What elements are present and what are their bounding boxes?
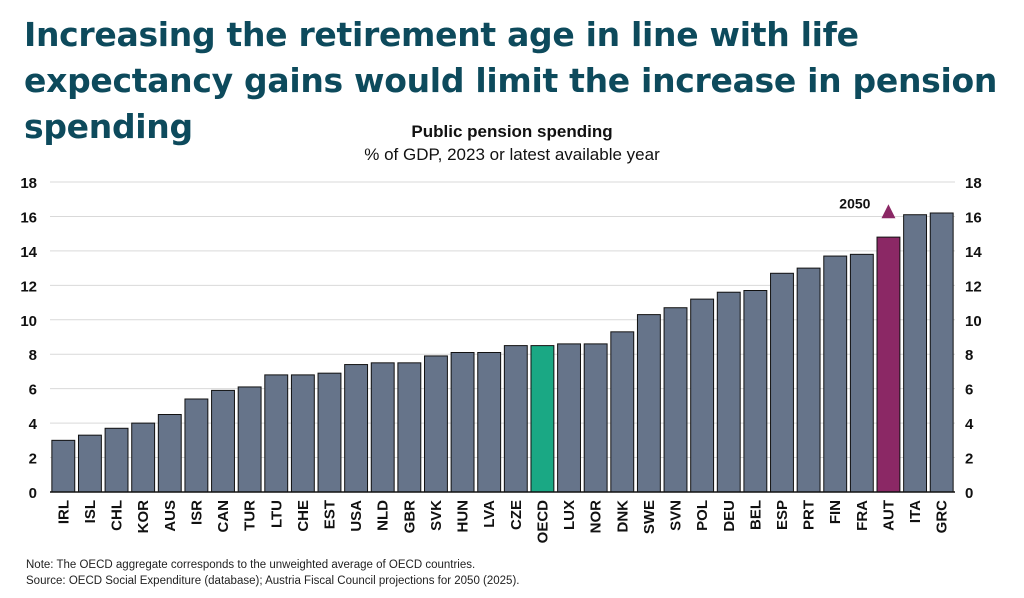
y-tick-left-0: 0	[29, 485, 37, 502]
y-tick-left-10: 10	[20, 313, 37, 330]
y-tick-left-16: 16	[20, 209, 37, 226]
bar-usa	[344, 364, 369, 493]
bar-deu	[716, 291, 741, 493]
bar-nor	[583, 343, 608, 493]
x-tick-oecd: OECD	[534, 500, 551, 544]
y-tick-right-12: 12	[965, 278, 982, 295]
bar-irl	[51, 439, 76, 493]
y-tick-left-14: 14	[20, 244, 37, 261]
x-tick-aut: AUT	[880, 500, 897, 531]
x-tick-isr: ISR	[188, 500, 205, 525]
bar-aut	[876, 236, 901, 493]
bar-che	[290, 374, 315, 493]
marker-2050-aut	[881, 204, 896, 219]
bar-swe	[636, 314, 661, 493]
bar-tur	[237, 386, 262, 493]
x-tick-svk: SVK	[428, 500, 445, 531]
y-tick-left-18: 18	[20, 175, 37, 192]
y-tick-right-18: 18	[965, 175, 982, 192]
x-tick-bel: BEL	[747, 500, 764, 530]
y-tick-right-0: 0	[965, 485, 973, 502]
bar-fin	[823, 255, 848, 493]
chart-note: Note: The OECD aggregate corresponds to …	[26, 559, 476, 571]
x-tick-swe: SWE	[641, 500, 658, 534]
annotation-label-2050: 2050	[839, 195, 870, 211]
x-tick-nld: NLD	[375, 500, 392, 531]
y-tick-right-10: 10	[965, 313, 982, 330]
bar-can	[211, 389, 235, 493]
y-tick-right-6: 6	[965, 382, 973, 399]
y-tick-right-2: 2	[965, 451, 973, 468]
x-tick-esp: ESP	[774, 500, 791, 530]
x-tick-nor: NOR	[588, 500, 605, 534]
bar-kor	[131, 422, 156, 493]
bar-chl	[104, 427, 129, 493]
bar-oecd	[530, 345, 555, 493]
page-headline: Increasing the retirement age in line wi…	[24, 15, 998, 146]
x-tick-grc: GRC	[934, 500, 951, 534]
x-tick-fin: FIN	[827, 500, 844, 524]
x-tick-usa: USA	[348, 500, 365, 532]
x-tick-cze: CZE	[508, 500, 525, 530]
bar-aus	[157, 414, 182, 493]
x-tick-est: EST	[321, 500, 338, 529]
y-tick-right-8: 8	[965, 347, 973, 364]
y-tick-right-4: 4	[965, 416, 974, 433]
bar-bel	[743, 290, 768, 493]
bar-pol	[690, 298, 715, 493]
chart-title: Public pension spending	[411, 122, 613, 141]
x-tick-can: CAN	[215, 500, 232, 533]
x-tick-deu: DEU	[721, 500, 738, 532]
bar-ltu	[264, 374, 289, 493]
bar-lva	[477, 352, 502, 493]
y-tick-left-4: 4	[29, 416, 38, 433]
y-tick-right-16: 16	[965, 209, 982, 226]
x-tick-dnk: DNK	[614, 500, 631, 533]
x-tick-irl: IRL	[55, 500, 72, 524]
bar-isr	[184, 398, 209, 493]
x-tick-fra: FRA	[854, 500, 871, 531]
x-tick-lva: LVA	[481, 500, 498, 528]
bar-fra	[849, 253, 874, 493]
y-tick-left-12: 12	[20, 278, 37, 295]
bar-prt	[796, 267, 821, 493]
x-tick-ltu: LTU	[268, 500, 285, 528]
x-tick-ita: ITA	[907, 500, 924, 523]
bar-esp	[770, 272, 794, 493]
bar-ita	[903, 214, 928, 493]
bar-gbr	[397, 362, 422, 493]
x-tick-hun: HUN	[455, 500, 472, 533]
y-tick-left-8: 8	[29, 347, 37, 364]
x-tick-gbr: GBR	[401, 500, 418, 534]
chart-source: Source: OECD Social Expenditure (databas…	[26, 575, 520, 587]
bar-svn	[663, 307, 688, 493]
bar-grc	[929, 212, 954, 493]
x-tick-kor: KOR	[135, 500, 152, 534]
bar-lux	[557, 343, 581, 493]
bar-est	[317, 372, 342, 493]
y-tick-right-14: 14	[965, 244, 982, 261]
x-tick-aus: AUS	[162, 500, 179, 532]
y-tick-left-2: 2	[29, 451, 37, 468]
bar-dnk	[610, 331, 635, 493]
y-tick-left-6: 6	[29, 382, 37, 399]
bar-svk	[424, 355, 448, 493]
x-tick-isl: ISL	[82, 500, 99, 523]
bar-hun	[450, 352, 475, 493]
bar-nld	[370, 362, 395, 493]
chart-subtitle: % of GDP, 2023 or latest available year	[364, 145, 660, 164]
x-tick-svn: SVN	[668, 500, 685, 531]
x-tick-pol: POL	[694, 500, 711, 531]
bar-isl	[77, 434, 102, 493]
x-tick-che: CHE	[295, 500, 312, 532]
x-tick-lux: LUX	[561, 500, 578, 530]
bar-cze	[503, 345, 528, 493]
x-tick-prt: PRT	[801, 500, 818, 530]
x-tick-tur: TUR	[242, 500, 259, 531]
x-tick-chl: CHL	[109, 500, 126, 531]
